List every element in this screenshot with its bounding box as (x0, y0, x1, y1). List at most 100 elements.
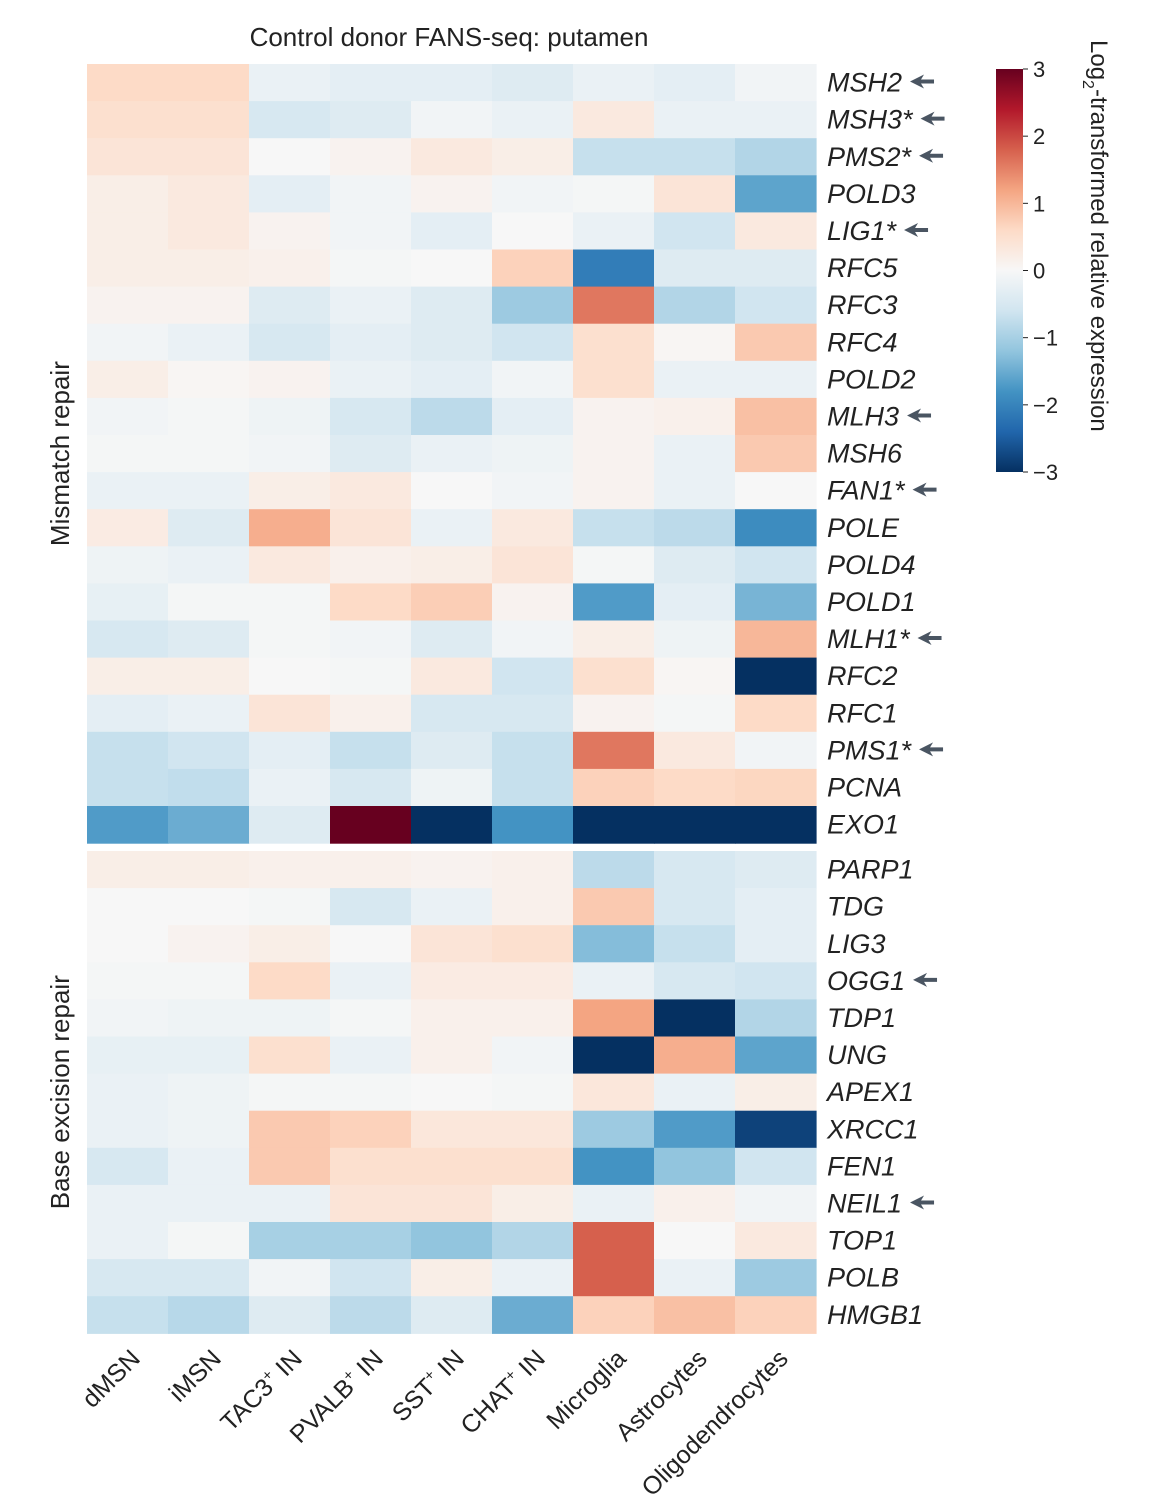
heatmap-cell (330, 546, 412, 584)
colorbar-tick-label: −3 (1033, 460, 1058, 485)
heatmap-cell (411, 731, 493, 770)
arrow-icon (910, 74, 935, 89)
heatmap-cell (654, 1073, 736, 1112)
heatmap-cell (492, 1222, 574, 1260)
heatmap-cell (573, 1259, 655, 1297)
heatmap-cell (330, 435, 412, 473)
heatmap-cell (168, 1296, 250, 1334)
arrow-icon (907, 408, 932, 423)
heatmap-cell (330, 1184, 412, 1223)
arrow-icon (913, 972, 938, 987)
gene-label: POLE (827, 513, 900, 543)
heatmap-cell (168, 101, 250, 139)
colorbar-tick-label: 0 (1033, 259, 1045, 284)
heatmap-cell (330, 768, 412, 807)
heatmap-cell (735, 620, 817, 659)
heatmap-cell (573, 1147, 655, 1186)
heatmap-cell (411, 583, 493, 622)
heatmap-cell (573, 101, 655, 139)
heatmap-cell (654, 731, 736, 770)
colorbar-label: Log2-transformed relative expression (1079, 40, 1112, 432)
gene-label: POLD2 (827, 364, 916, 394)
heatmap-cell (492, 101, 574, 139)
heatmap-cell (735, 1073, 817, 1112)
heatmap-cell (411, 694, 493, 733)
heatmap-cell (654, 1296, 736, 1334)
heatmap-cell (330, 472, 412, 510)
heatmap-cell (735, 925, 817, 963)
heatmap-cell (87, 397, 169, 436)
heatmap-cell (87, 175, 169, 213)
heatmap-cell (87, 925, 169, 963)
heatmap-cell (87, 1073, 169, 1112)
heatmap-cell (654, 1110, 736, 1149)
heatmap-cell (168, 1184, 250, 1223)
heatmap-cell (330, 620, 412, 659)
gene-label: PMS1* (827, 735, 913, 765)
heatmap-cells (87, 64, 817, 1334)
heatmap-cell (411, 851, 493, 889)
heatmap-cell (735, 1259, 817, 1297)
heatmap-cell (87, 1147, 169, 1186)
heatmap-cell (249, 1296, 331, 1334)
heatmap-cell (573, 694, 655, 733)
heatmap-cell (330, 851, 412, 889)
heatmap-cell (168, 694, 250, 733)
heatmap-cell (168, 212, 250, 251)
heatmap-cell (168, 249, 250, 288)
heatmap-cell (87, 1296, 169, 1334)
heatmap-cell (492, 583, 574, 622)
heatmap-cell (411, 509, 493, 547)
cell-type-label: CHAT+ IN (455, 1344, 551, 1440)
heatmap-cell (330, 731, 412, 770)
heatmap-cell (654, 925, 736, 963)
heatmap-cell (654, 546, 736, 584)
heatmap-cell (735, 731, 817, 770)
heatmap-cell (168, 397, 250, 436)
gene-label: XRCC1 (826, 1114, 919, 1144)
heatmap-cell (573, 888, 655, 926)
heatmap-cell (168, 286, 250, 325)
heatmap-cell (87, 1036, 169, 1075)
heatmap-cell (492, 397, 574, 436)
heatmap-cell (492, 657, 574, 696)
heatmap-cell (654, 768, 736, 807)
heatmap-cell (87, 620, 169, 659)
heatmap-cell (492, 888, 574, 926)
heatmap-cell (411, 323, 493, 362)
heatmap-cell (573, 546, 655, 584)
heatmap-cell (654, 1259, 736, 1297)
heatmap-cell (330, 249, 412, 288)
heatmap-cell (249, 509, 331, 547)
heatmap-cell (654, 962, 736, 1000)
heatmap-cell (249, 768, 331, 807)
heatmap-cell (330, 64, 412, 102)
heatmap-cell (735, 546, 817, 584)
heatmap-cell (87, 851, 169, 889)
heatmap-cell (573, 1036, 655, 1075)
heatmap-cell (573, 583, 655, 622)
heatmap-cell (411, 435, 493, 473)
heatmap-cell (735, 583, 817, 622)
heatmap-cell (573, 925, 655, 963)
heatmap-cell (735, 694, 817, 733)
gene-label: LIG1* (827, 216, 898, 246)
heatmap-cell (573, 657, 655, 696)
heatmap-cell (249, 286, 331, 325)
heatmap-cell (654, 583, 736, 622)
gene-label: POLD3 (827, 179, 916, 209)
gene-labels: MSH2 MSH3* PMS2* POLD3 LIG1* RFC5 RFC3 RFC4 POLD… (825, 68, 923, 1330)
heatmap-cell (87, 286, 169, 325)
arrow-icon (917, 631, 942, 646)
heatmap-cell (249, 1110, 331, 1149)
heatmap-cell (330, 1147, 412, 1186)
heatmap-cell (411, 101, 493, 139)
heatmap-cell (249, 138, 331, 176)
gene-label: POLD1 (827, 587, 916, 617)
heatmap-cell (573, 435, 655, 473)
heatmap-cell (168, 583, 250, 622)
heatmap-cell (168, 509, 250, 547)
heatmap-cell (573, 397, 655, 436)
heatmap-cell (168, 360, 250, 399)
heatmap-cell (168, 731, 250, 770)
